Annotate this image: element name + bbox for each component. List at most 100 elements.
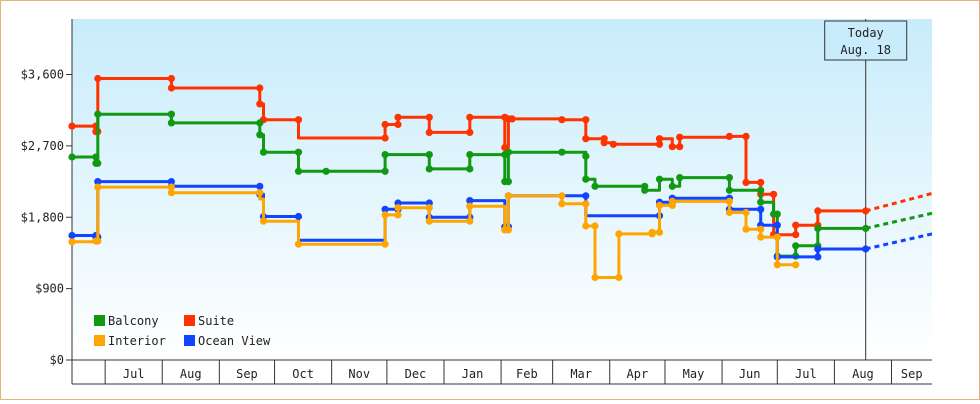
x-tick-label: Sep	[901, 367, 923, 381]
data-point	[770, 190, 778, 198]
data-point	[504, 192, 512, 200]
x-tick-label: Sep	[236, 367, 258, 381]
data-point	[814, 224, 822, 232]
x-tick-label: Feb	[516, 367, 538, 381]
data-point	[668, 182, 676, 190]
data-point	[582, 222, 590, 230]
data-point	[466, 151, 474, 159]
data-point	[814, 207, 822, 215]
data-point	[394, 211, 402, 219]
data-point	[757, 178, 765, 186]
data-point	[466, 202, 474, 210]
y-tick-label: $2,700	[21, 139, 64, 153]
x-tick-label: Mar	[570, 367, 592, 381]
data-point	[394, 120, 402, 129]
data-point	[381, 240, 389, 248]
data-point	[862, 245, 870, 253]
data-point	[615, 230, 623, 238]
today-box	[824, 20, 908, 61]
data-point	[94, 178, 102, 186]
data-point	[676, 133, 684, 141]
x-tick-label: Jun	[739, 367, 761, 381]
data-point	[466, 197, 474, 205]
legend-item-ocean-view: Ocean View	[184, 334, 271, 348]
series-suite	[68, 74, 933, 239]
data-point	[381, 134, 389, 142]
y-tick-label: $1,800	[21, 210, 64, 224]
legend-item-suite: Suite	[184, 314, 234, 328]
data-point	[558, 200, 566, 208]
data-point	[742, 225, 750, 233]
today-label: Today	[848, 26, 884, 40]
data-point	[725, 174, 734, 182]
data-point	[294, 212, 303, 221]
data-point	[591, 182, 599, 190]
data-point	[591, 222, 599, 230]
data-point	[582, 152, 590, 160]
data-point	[381, 151, 389, 159]
legend-label: Interior	[108, 334, 166, 348]
data-point	[94, 74, 102, 83]
data-point	[322, 167, 330, 175]
x-axis: Jul Aug Sep Oct Nov Dec Jan Feb Mar Apr May Jun Jul A…	[71, 359, 932, 385]
data-point	[773, 261, 781, 269]
legend-item-interior: Interior	[94, 334, 166, 348]
data-point	[167, 119, 175, 127]
data-point	[294, 167, 303, 175]
data-point	[256, 84, 264, 92]
data-point	[259, 148, 268, 156]
series-lines	[68, 74, 933, 282]
data-point	[394, 113, 402, 121]
data-point	[425, 113, 433, 121]
x-tick-label: May	[683, 367, 705, 381]
data-point	[466, 128, 474, 136]
data-point	[558, 148, 566, 156]
data-point	[558, 192, 566, 200]
data-point	[641, 186, 649, 194]
legend-label: Ocean View	[198, 334, 271, 348]
data-point	[725, 132, 734, 140]
today-date-label: Aug. 18	[840, 43, 891, 57]
legend-label: Suite	[198, 314, 234, 328]
x-tick-label: Jan	[462, 367, 484, 381]
plot-background	[72, 19, 932, 360]
data-point	[773, 210, 781, 218]
data-point	[256, 119, 264, 127]
data-point	[68, 153, 76, 161]
data-point	[773, 221, 781, 229]
x-tick-label: Oct	[292, 367, 314, 381]
projection-line-suite	[865, 192, 933, 213]
data-point	[466, 217, 474, 225]
data-point	[466, 113, 474, 121]
x-tick-label: Nov	[348, 367, 370, 381]
legend-swatch	[94, 335, 105, 346]
data-point	[655, 140, 664, 148]
data-point	[792, 261, 800, 269]
x-tick-label: Dec	[405, 367, 427, 381]
data-point	[773, 233, 781, 241]
data-point	[600, 139, 608, 147]
data-point	[259, 217, 268, 225]
data-point	[167, 110, 175, 118]
data-point	[757, 198, 765, 206]
data-point	[582, 116, 590, 124]
data-point	[582, 192, 590, 200]
data-point	[591, 273, 599, 282]
y-tick-label: $3,600	[21, 68, 64, 82]
data-point	[167, 183, 175, 191]
data-point	[381, 205, 389, 213]
data-point	[862, 207, 870, 215]
data-point	[757, 225, 765, 233]
x-tick-label: Jul	[123, 367, 145, 381]
projection-line-ocean-view	[865, 232, 933, 251]
data-point	[655, 201, 664, 209]
data-point	[394, 204, 402, 212]
data-point	[655, 228, 664, 236]
data-point	[381, 211, 389, 219]
data-point	[504, 226, 512, 234]
data-point	[256, 100, 264, 108]
data-point	[725, 208, 734, 217]
data-point	[757, 233, 765, 241]
data-point	[668, 197, 676, 205]
